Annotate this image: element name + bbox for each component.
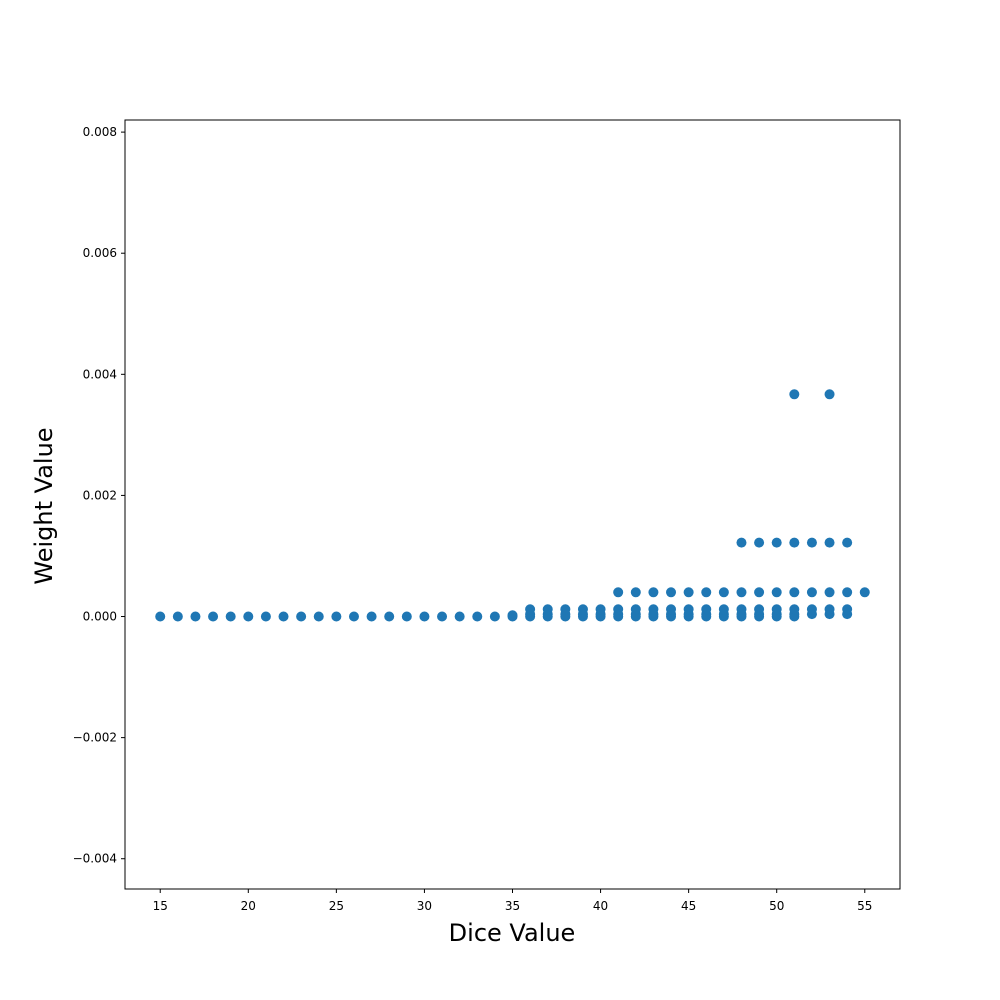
data-point bbox=[666, 604, 677, 615]
y-axis-ticks: −0.004 −0.002 0.000 0.002 0.004 0.006 0.008 bbox=[73, 125, 125, 866]
y-tick-label: 0.006 bbox=[83, 246, 117, 260]
y-tick-label: 0.000 bbox=[83, 610, 117, 624]
y-axis-title: Weight Value bbox=[30, 427, 58, 584]
data-point bbox=[225, 611, 236, 622]
data-point bbox=[384, 611, 395, 622]
data-point bbox=[190, 611, 201, 622]
data-point bbox=[701, 604, 712, 615]
data-point bbox=[771, 604, 782, 615]
x-axis-ticks: 15 20 25 30 35 40 45 50 55 bbox=[153, 889, 872, 913]
data-point bbox=[260, 611, 271, 622]
data-point bbox=[454, 611, 465, 622]
x-axis-title: Dice Value bbox=[449, 919, 576, 947]
data-point bbox=[419, 611, 430, 622]
data-point bbox=[842, 604, 853, 615]
data-point bbox=[789, 537, 800, 548]
data-point bbox=[630, 587, 641, 598]
x-tick-label: 25 bbox=[329, 899, 344, 913]
y-tick-label: 0.002 bbox=[83, 488, 117, 502]
data-point bbox=[313, 611, 324, 622]
data-points bbox=[155, 389, 870, 622]
x-tick-label: 40 bbox=[593, 899, 608, 913]
plot-area bbox=[125, 120, 900, 889]
data-point bbox=[806, 604, 817, 615]
x-tick-label: 20 bbox=[241, 899, 256, 913]
data-point bbox=[666, 587, 677, 598]
data-point bbox=[754, 537, 765, 548]
data-point bbox=[542, 604, 553, 615]
data-point bbox=[824, 537, 835, 548]
data-point bbox=[789, 604, 800, 615]
x-tick-label: 15 bbox=[153, 899, 168, 913]
data-point bbox=[278, 611, 289, 622]
data-point bbox=[806, 587, 817, 598]
data-point bbox=[736, 604, 747, 615]
data-point bbox=[243, 611, 254, 622]
data-point bbox=[771, 537, 782, 548]
data-point bbox=[718, 587, 729, 598]
x-tick-label: 55 bbox=[857, 899, 872, 913]
data-point bbox=[754, 604, 765, 615]
data-point bbox=[842, 537, 853, 548]
data-point bbox=[348, 611, 359, 622]
data-point bbox=[437, 611, 448, 622]
data-point bbox=[806, 537, 817, 548]
y-tick-label: −0.004 bbox=[73, 852, 117, 866]
data-point bbox=[525, 604, 536, 615]
data-point bbox=[401, 611, 412, 622]
data-point bbox=[648, 587, 659, 598]
plot-frame bbox=[124, 119, 901, 890]
data-point bbox=[366, 611, 377, 622]
data-point bbox=[331, 611, 342, 622]
data-point bbox=[824, 389, 835, 400]
data-point bbox=[789, 389, 800, 400]
y-tick-label: 0.008 bbox=[83, 125, 117, 139]
data-point bbox=[613, 587, 624, 598]
data-point bbox=[842, 587, 853, 598]
x-tick-label: 45 bbox=[681, 899, 696, 913]
data-point bbox=[736, 587, 747, 598]
data-point bbox=[507, 610, 518, 621]
data-point bbox=[472, 611, 483, 622]
data-point bbox=[577, 604, 588, 615]
data-point bbox=[859, 587, 870, 598]
data-point bbox=[208, 611, 219, 622]
data-point bbox=[683, 604, 694, 615]
data-point bbox=[630, 604, 641, 615]
data-point bbox=[701, 587, 712, 598]
data-point bbox=[613, 604, 624, 615]
data-point bbox=[789, 587, 800, 598]
data-point bbox=[296, 611, 307, 622]
data-point bbox=[718, 604, 729, 615]
x-tick-label: 50 bbox=[769, 899, 784, 913]
data-point bbox=[736, 537, 747, 548]
data-point bbox=[155, 611, 166, 622]
x-tick-label: 30 bbox=[417, 899, 432, 913]
y-tick-label: 0.004 bbox=[83, 367, 117, 381]
x-tick-label: 35 bbox=[505, 899, 520, 913]
data-point bbox=[648, 604, 659, 615]
data-point bbox=[754, 587, 765, 598]
data-point bbox=[560, 604, 571, 615]
data-point bbox=[824, 587, 835, 598]
data-point bbox=[595, 604, 606, 615]
y-tick-label: −0.002 bbox=[73, 731, 117, 745]
data-point bbox=[683, 587, 694, 598]
data-point bbox=[771, 587, 782, 598]
data-point bbox=[172, 611, 183, 622]
data-point bbox=[489, 611, 500, 622]
data-point bbox=[824, 604, 835, 615]
